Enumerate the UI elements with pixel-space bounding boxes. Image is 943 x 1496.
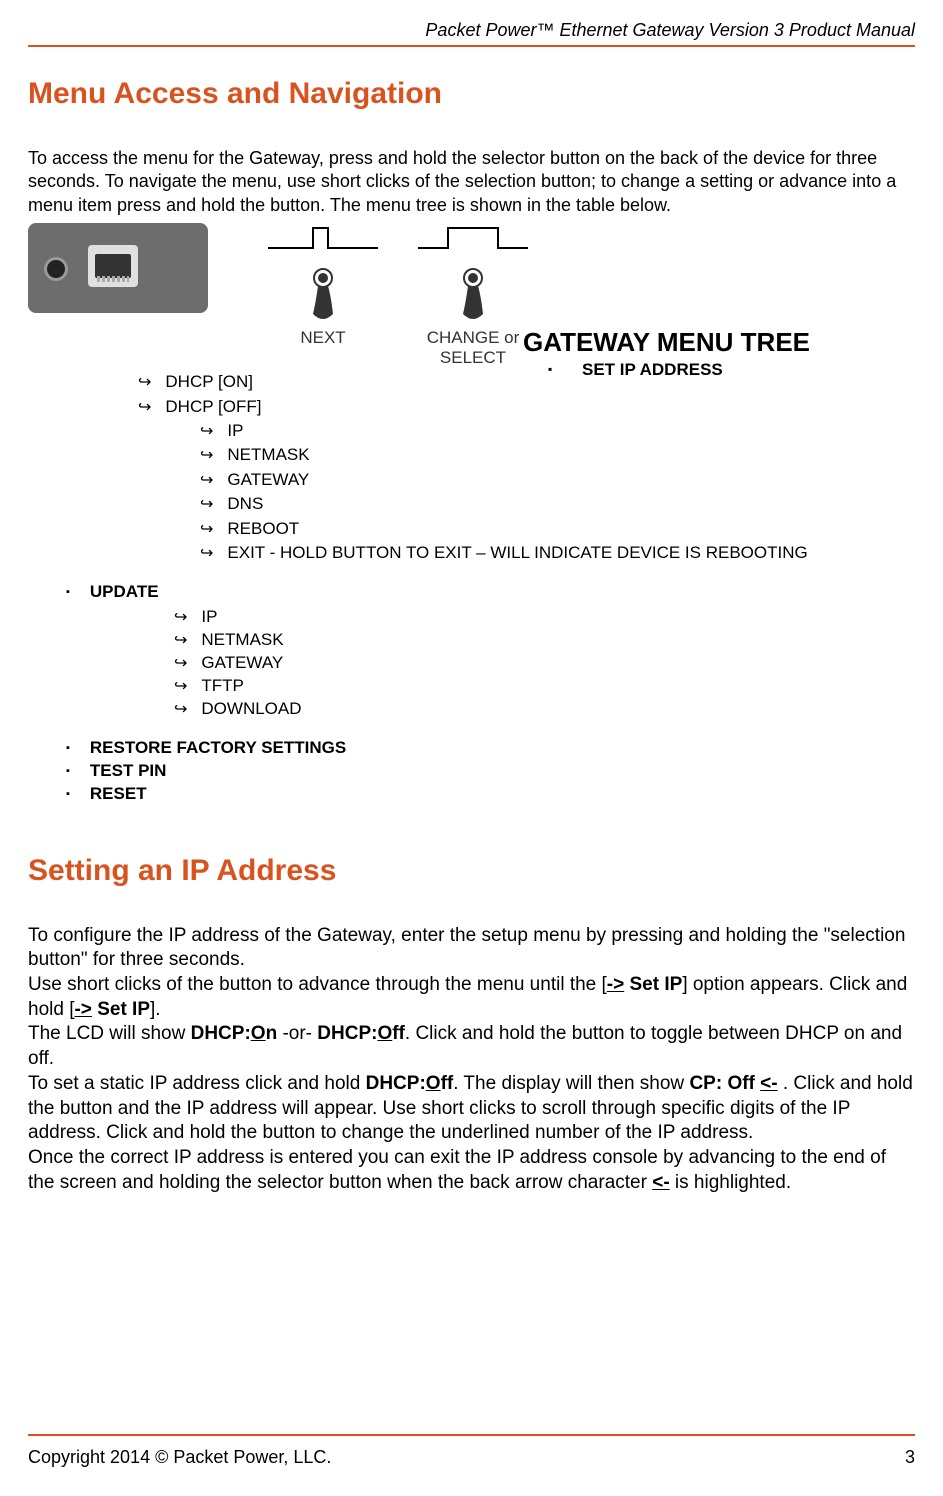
- menu-top-items: UPDATE IP NETMASK GATEWAY TFTP DOWNLOAD …: [28, 581, 915, 805]
- menu-dhcp-on: DHCP [ON]: [138, 370, 915, 394]
- device-button-icon: [44, 257, 68, 281]
- page-header: Packet Power™ Ethernet Gateway Version 3…: [28, 20, 915, 47]
- device-illustration: [28, 223, 208, 313]
- menu-gateway: GATEWAY: [200, 468, 915, 492]
- menu-restore: RESTORE FACTORY SETTINGS: [66, 737, 915, 760]
- device-port-icon: [88, 245, 138, 287]
- hand-tap-icon: [298, 266, 348, 326]
- diagram-row: NEXT CHANGE or SELECT GATEWAY MENU TREE …: [28, 223, 915, 368]
- intro-paragraph: To access the menu for the Gateway, pres…: [28, 147, 915, 217]
- next-label: NEXT: [248, 328, 398, 348]
- page-number: 3: [905, 1447, 915, 1468]
- menu-netmask: NETMASK: [200, 443, 915, 467]
- menu-ip: IP: [200, 419, 915, 443]
- menu-update: UPDATE: [66, 581, 915, 604]
- menu-test-pin: TEST PIN: [66, 760, 915, 783]
- page-footer: Copyright 2014 © Packet Power, LLC. 3: [28, 1447, 915, 1468]
- menu-exit: EXIT - HOLD BUTTON TO EXIT – WILL INDICA…: [200, 541, 915, 565]
- menu-update-ip: IP: [174, 606, 915, 629]
- para-5: Once the correct IP address is entered y…: [28, 1146, 915, 1195]
- menu-tree-title: GATEWAY MENU TREE: [523, 327, 810, 358]
- footer-divider: [28, 1434, 915, 1436]
- next-action-col: NEXT: [248, 223, 398, 348]
- copyright-text: Copyright 2014 © Packet Power, LLC.: [28, 1447, 331, 1468]
- menu-update-gateway: GATEWAY: [174, 652, 915, 675]
- menu-dhcp-off: DHCP [OFF]: [138, 395, 915, 419]
- para-2: Use short clicks of the button to advanc…: [28, 973, 915, 1022]
- section-heading-menu: Menu Access and Navigation: [28, 77, 915, 111]
- menu-reset: RESET: [66, 783, 915, 806]
- menu-reboot: REBOOT: [200, 517, 915, 541]
- menu-update-tftp: TFTP: [174, 675, 915, 698]
- menu-update-download: DOWNLOAD: [174, 698, 915, 721]
- menu-set-ip: SET IP ADDRESS: [582, 360, 723, 380]
- long-pulse-icon: [413, 223, 533, 253]
- short-pulse-icon: [263, 223, 383, 253]
- hand-hold-icon: [448, 266, 498, 326]
- menu-update-netmask: NETMASK: [174, 629, 915, 652]
- menu-dns: DNS: [200, 492, 915, 516]
- para-4: To set a static IP address click and hol…: [28, 1072, 915, 1146]
- bullet-icon: ▪: [548, 362, 552, 376]
- para-3: The LCD will show DHCP:On -or- DHCP:Off.…: [28, 1022, 915, 1071]
- menu-tree: DHCP [ON] DHCP [OFF] IP NETMASK GATEWAY …: [108, 370, 915, 565]
- section-heading-ip: Setting an IP Address: [28, 854, 915, 888]
- body-text: To configure the IP address of the Gatew…: [28, 924, 915, 1196]
- para-1: To configure the IP address of the Gatew…: [28, 924, 915, 973]
